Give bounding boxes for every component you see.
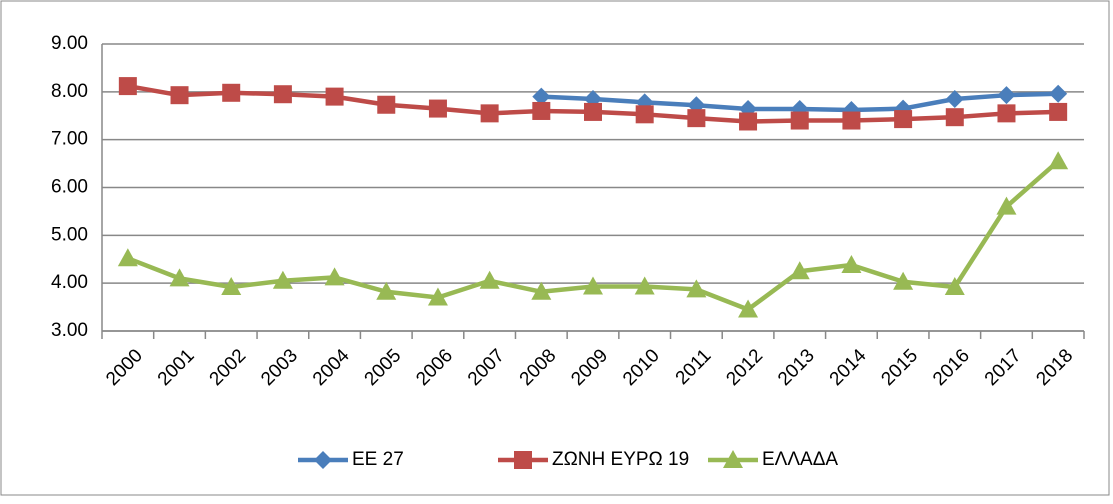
marker [841,254,862,273]
marker [945,108,964,127]
legend-marker [314,451,332,469]
marker [324,267,345,286]
marker [376,281,397,300]
marker [170,86,189,105]
marker [428,99,447,118]
y-tick-label: 4.00 [51,272,88,293]
marker [686,279,707,298]
marker [945,90,964,109]
marker [584,102,602,121]
marker [894,110,913,129]
marker [532,87,551,106]
marker [1049,102,1068,121]
marker [117,248,138,267]
marker [377,95,396,114]
marker [325,87,344,106]
marker [634,276,655,295]
legend-marker [723,450,743,468]
marker [272,270,293,289]
y-tick-label: 3.00 [51,320,88,341]
marker [118,77,137,96]
marker [583,276,603,295]
marker [479,270,500,289]
marker [427,287,448,306]
marker [893,271,914,290]
marker [842,111,861,130]
marker [996,196,1017,215]
marker [221,276,242,295]
marker [789,261,810,280]
y-tick-label: 9.00 [51,33,88,54]
marker [169,268,190,287]
marker [738,299,759,318]
marker [480,104,499,123]
y-tick-label: 6.00 [51,177,88,198]
marker [222,83,241,102]
marker [635,105,654,124]
legend-marker [514,451,532,469]
marker [687,109,706,128]
marker [944,276,965,295]
marker [790,111,809,130]
y-tick-label: 8.00 [51,81,88,102]
legend-label: ΕΕ 27 [352,449,404,470]
marker [531,281,552,300]
marker [997,86,1016,105]
marker [1049,84,1068,103]
marker [739,112,758,131]
legend-label: ΕΛΛΑΔΑ [762,449,838,470]
y-tick-label: 7.00 [51,129,88,150]
marker [997,104,1016,123]
legend-label: ΖΩΝΗ ΕΥΡΩ 19 [552,449,689,470]
y-tick-label: 5.00 [51,224,88,245]
marker [1048,151,1069,170]
marker [532,101,551,120]
marker [273,85,292,104]
